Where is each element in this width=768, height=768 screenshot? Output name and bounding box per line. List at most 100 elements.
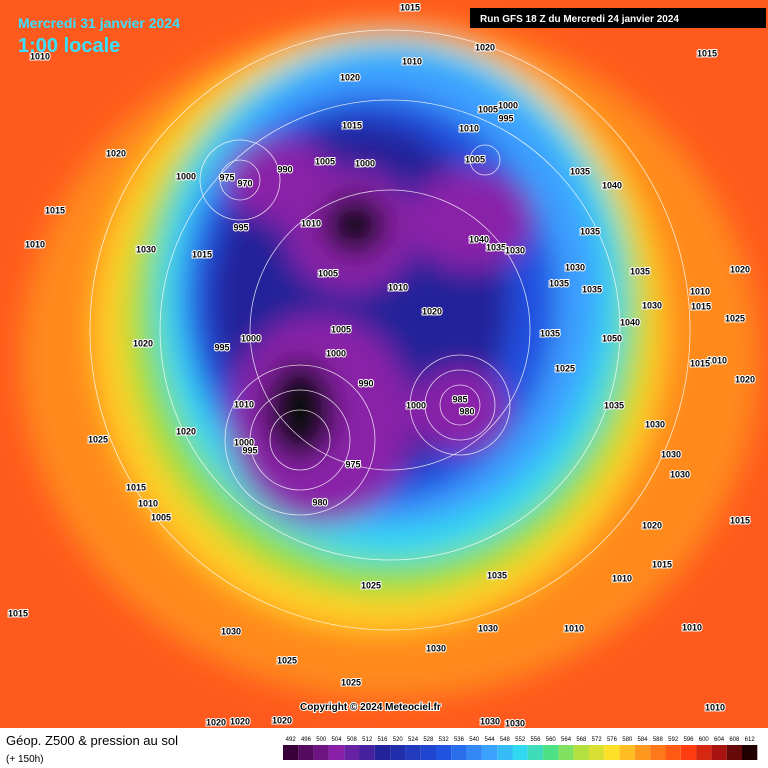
isobar-label: 990 xyxy=(277,164,292,174)
isobar-label: 1015 xyxy=(342,120,362,130)
isobar-label: 980 xyxy=(459,406,474,416)
isobar-label: 990 xyxy=(358,378,373,388)
isobar-label: 985 xyxy=(452,394,467,404)
scale-swatch xyxy=(497,745,513,760)
isobar-label: 1005 xyxy=(331,324,351,334)
scale-swatch xyxy=(420,745,436,760)
scale-label: 600 xyxy=(699,737,710,743)
isobar-label: 1020 xyxy=(422,306,442,316)
isobar-label: 1010 xyxy=(564,623,584,633)
isobar-label: 1020 xyxy=(106,148,126,158)
isobar-label: 1025 xyxy=(725,313,745,323)
run-box xyxy=(470,8,766,28)
scale-label: 576 xyxy=(607,737,618,743)
scale-label: 536 xyxy=(454,737,465,743)
isobar-label: 1005 xyxy=(465,154,485,164)
isobar-label: 1000 xyxy=(355,158,375,168)
legend-subtitle: (+ 150h) xyxy=(6,754,44,765)
isobar-label: 1025 xyxy=(277,655,297,665)
isobar-label: 1025 xyxy=(88,434,108,444)
scale-label: 508 xyxy=(347,737,358,743)
isobar-label: 980 xyxy=(312,497,327,507)
isobar-label: 1050 xyxy=(602,333,622,343)
scale-swatch xyxy=(589,745,605,760)
scale-label: 520 xyxy=(393,737,404,743)
scale-swatch xyxy=(481,745,498,760)
isobar-label: 1020 xyxy=(730,264,750,274)
isobar-label: 1020 xyxy=(475,42,495,52)
scale-label: 504 xyxy=(332,737,343,743)
isobar-label: 1020 xyxy=(176,426,196,436)
isobar-label: 1030 xyxy=(642,300,662,310)
isobar-label: 1020 xyxy=(642,520,662,530)
isobar-label: 1035 xyxy=(549,278,569,288)
isobar-label: 1015 xyxy=(400,2,420,12)
scale-swatch xyxy=(328,745,345,760)
isobar-label: 1020 xyxy=(272,715,292,725)
scale-label: 528 xyxy=(423,737,434,743)
isobar-label: 1030 xyxy=(478,623,498,633)
scale-swatch xyxy=(604,745,620,760)
isobar-label: 1005 xyxy=(151,512,171,522)
isobar-label: 1035 xyxy=(580,226,600,236)
isobar-label: 1010 xyxy=(402,56,422,66)
scale-swatch xyxy=(726,745,742,760)
isobar-label: 1005 xyxy=(478,104,498,114)
scale-swatch xyxy=(665,745,681,760)
scale-label: 516 xyxy=(377,737,388,743)
isobar-label: 1000 xyxy=(406,400,426,410)
scale-label: 560 xyxy=(546,737,557,743)
scale-label: 548 xyxy=(500,737,511,743)
isobar-label: 1010 xyxy=(705,702,725,712)
isobar-label: 1025 xyxy=(341,677,361,687)
isobar-label: 1000 xyxy=(241,333,261,343)
isobar-label: 1010 xyxy=(138,498,158,508)
scale-swatch xyxy=(451,745,467,760)
isobar-label: 1010 xyxy=(301,218,321,228)
isobar-label: 1015 xyxy=(690,358,710,368)
forecast-date: Mercredi 31 janvier 2024 xyxy=(18,15,180,31)
isobar-label: 1015 xyxy=(730,515,750,525)
scale-swatch xyxy=(436,745,452,760)
isobar-label: 1000 xyxy=(326,348,346,358)
isobar-label: 1010 xyxy=(707,355,727,365)
isobar-label: 1030 xyxy=(661,449,681,459)
scale-swatch xyxy=(619,745,635,760)
scale-label: 540 xyxy=(469,737,480,743)
isobar-label: 1030 xyxy=(136,244,156,254)
isobar-label: 1030 xyxy=(505,245,525,255)
isobar-label: 1015 xyxy=(697,48,717,58)
scale-label: 596 xyxy=(683,737,694,743)
isobar-label: 1030 xyxy=(645,419,665,429)
isobar-label: 1010 xyxy=(690,286,710,296)
isobar-label: 1030 xyxy=(480,716,500,726)
copyright: Copyright © 2024 Meteociel.fr xyxy=(300,702,441,713)
isobar-label: 1010 xyxy=(612,573,632,583)
isobar-label: 975 xyxy=(219,172,234,182)
isobar-label: 1010 xyxy=(682,622,702,632)
isobar-label: 995 xyxy=(214,342,229,352)
isobar-label: 1035 xyxy=(582,284,602,294)
scale-label: 544 xyxy=(485,737,496,743)
isobar-label: 1035 xyxy=(630,266,650,276)
isobar-label: 1010 xyxy=(459,123,479,133)
run-info: Run GFS 18 Z du Mercredi 24 janvier 2024 xyxy=(480,14,679,25)
scale-swatch xyxy=(374,745,391,760)
scale-label: 500 xyxy=(316,737,327,743)
isobar-label: 1015 xyxy=(126,482,146,492)
isobar-label: 1040 xyxy=(620,317,640,327)
scale-swatch xyxy=(680,745,697,760)
scale-swatch xyxy=(696,745,712,760)
isobar-label: 1015 xyxy=(652,559,672,569)
isobar-label: 1040 xyxy=(602,180,622,190)
isobar-label: 1030 xyxy=(505,718,525,728)
isobar-label: 1005 xyxy=(318,268,338,278)
scale-label: 584 xyxy=(638,737,649,743)
isobar-label: 995 xyxy=(498,113,513,123)
scale-swatch xyxy=(650,745,666,760)
isobar-label: 1020 xyxy=(735,374,755,384)
isobar-label: 1000 xyxy=(498,100,518,110)
scale-label: 496 xyxy=(301,737,312,743)
scale-swatch xyxy=(634,745,651,760)
